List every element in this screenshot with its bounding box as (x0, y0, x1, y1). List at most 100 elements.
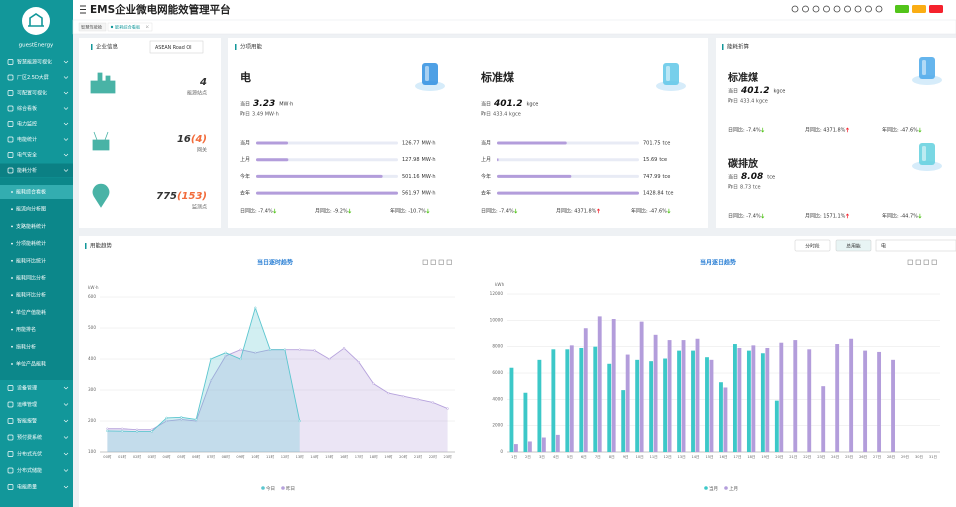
menu-item[interactable]: 运维管理 (17, 401, 37, 408)
legend-label: 昨日 (286, 485, 295, 492)
select[interactable] (875, 239, 956, 252)
submenu-item[interactable]: 能流向分析图 (16, 206, 46, 213)
point (313, 349, 316, 352)
menu-icon (7, 59, 14, 65)
tab[interactable] (78, 22, 107, 32)
menu-item[interactable]: 智慧能源可视化 (17, 59, 52, 66)
submenu-item[interactable]: 单位产值能耗 (16, 309, 46, 316)
menu-item[interactable]: 电能质量 (17, 484, 37, 491)
submenu-item[interactable]: 用能排名 (16, 326, 36, 333)
menu-item[interactable]: 综合看板 (17, 105, 37, 112)
row-unit: MW·h (422, 174, 436, 180)
menu-item[interactable]: 电能统计 (17, 136, 37, 143)
header-icon[interactable] (854, 5, 862, 13)
toolbox-icon[interactable] (923, 259, 929, 265)
bar (737, 347, 742, 452)
y-tick-label: 500 (88, 325, 96, 330)
header-icon[interactable] (823, 5, 830, 13)
x-tick-label: 04时 (162, 454, 171, 459)
compare-value: -10.7% (408, 209, 426, 215)
y-tick-label: 10000 (490, 317, 504, 322)
toolbox-icon[interactable] (931, 259, 937, 265)
menu-item[interactable]: 电气安全 (17, 152, 37, 159)
submenu-item[interactable]: 能耗环比分析 (16, 292, 46, 299)
y-tick-label: 200 (88, 418, 96, 423)
toolbox-icon[interactable] (430, 259, 436, 265)
header-icon[interactable] (812, 5, 820, 13)
x-tick-label: 15时 (325, 454, 334, 459)
point (209, 379, 213, 382)
toolbox-icon[interactable] (438, 259, 444, 265)
select[interactable] (149, 40, 204, 54)
header-icon[interactable] (802, 5, 809, 13)
header-icon[interactable] (791, 5, 799, 13)
menu-item[interactable]: 智能报警 (17, 418, 37, 425)
toolbox-icon[interactable] (422, 259, 428, 265)
legend-swatch[interactable] (261, 486, 265, 490)
chevron (63, 485, 69, 489)
submenu-item[interactable]: 能耗综合看板 (16, 189, 46, 196)
row-unit: tce (663, 141, 671, 147)
bar (611, 319, 616, 452)
tab-close[interactable] (145, 25, 149, 29)
icon-body (919, 143, 935, 165)
row-label: 去年 (481, 190, 491, 197)
menu-item[interactable]: 分布式光伏 (17, 451, 42, 458)
submenu-item[interactable]: 能耗环比统计 (16, 257, 46, 264)
compare-label: 年同比: (631, 208, 648, 215)
x-tick-label: 5日 (567, 455, 573, 459)
menu-item[interactable]: 厂区2.5D大屏 (17, 74, 49, 81)
menu-toggle[interactable] (80, 5, 86, 14)
toggle-button[interactable] (835, 239, 872, 252)
yesterday-value: 433.4 kgce (493, 112, 521, 118)
bar (625, 354, 630, 452)
legend-swatch[interactable] (724, 486, 728, 490)
header-icon[interactable] (844, 5, 851, 13)
toolbox-icon[interactable] (915, 259, 921, 265)
header-badge[interactable] (929, 5, 943, 13)
row-label: 上月 (240, 156, 250, 163)
menu-item[interactable]: 分布式储能 (17, 467, 42, 474)
point (268, 348, 272, 351)
submenu-item[interactable]: 损耗分析 (16, 343, 36, 350)
menu-item[interactable]: 预付费系统 (17, 434, 42, 441)
row-value: 1428.84 (643, 191, 664, 197)
x-tick-label: 03时 (148, 454, 157, 459)
y-tick-label: 6000 (492, 370, 503, 375)
energy-name: 电 (240, 70, 251, 84)
y-tick-label: 8000 (492, 344, 503, 349)
header-icon[interactable] (865, 5, 872, 13)
tab-active[interactable] (107, 22, 153, 32)
today-unit: MW·h (279, 102, 293, 108)
point (298, 348, 301, 351)
bar (695, 338, 700, 452)
bullet (11, 259, 13, 262)
compare-value: -47.6% (649, 209, 667, 215)
compare-label: 月同比: (805, 127, 822, 134)
x-tick-label: 26日 (859, 455, 867, 459)
stat-value: 775(153) (156, 191, 207, 202)
x-tick-label: 23时 (444, 454, 453, 459)
legend-swatch[interactable] (281, 486, 285, 490)
legend-swatch[interactable] (704, 486, 708, 490)
header-icon[interactable] (875, 5, 883, 13)
x-tick-label: 31日 (929, 455, 937, 459)
x-tick-label: 11时 (266, 454, 275, 459)
chevron (63, 386, 69, 390)
bar (765, 347, 770, 452)
menu-item[interactable]: 电力监控 (17, 121, 37, 128)
submenu-item[interactable]: 分项能耗统计 (16, 240, 46, 247)
submenu-item[interactable]: 支路能耗统计 (16, 223, 46, 230)
menu-item[interactable]: 可配置可视化 (17, 90, 47, 97)
toolbox-icon[interactable] (446, 259, 452, 265)
toggle-button[interactable] (794, 239, 831, 252)
toolbox-icon[interactable] (907, 259, 913, 265)
menu-item[interactable]: 能耗分析 (17, 167, 37, 174)
header-badge[interactable] (895, 5, 909, 13)
submenu-item[interactable]: 能耗同比分析 (16, 275, 46, 282)
submenu-item[interactable]: 单位产品能耗 (16, 361, 46, 368)
header-badge[interactable] (912, 5, 926, 13)
header-icon[interactable] (833, 5, 841, 13)
menu-item[interactable]: 设备管理 (17, 385, 37, 392)
